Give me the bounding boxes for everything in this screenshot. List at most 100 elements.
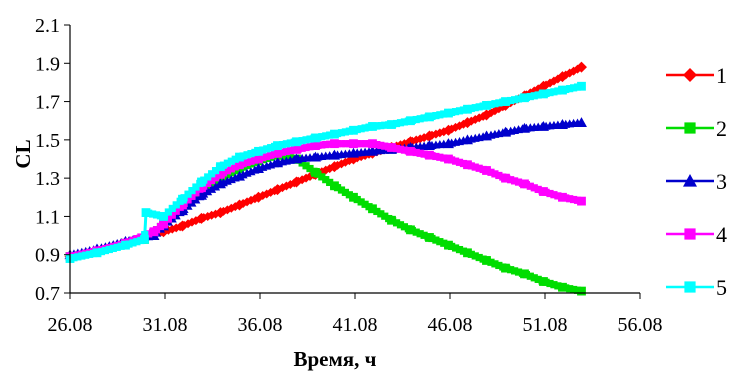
data-point	[278, 140, 287, 149]
data-point	[455, 158, 464, 166]
legend-label: 1	[716, 63, 727, 88]
data-point	[570, 285, 578, 294]
data-point	[416, 115, 424, 123]
data-point	[495, 99, 503, 107]
legend-label: 2	[716, 116, 727, 141]
data-point	[514, 95, 523, 103]
data-point	[318, 141, 326, 149]
data-point	[208, 170, 216, 178]
data-point	[487, 100, 495, 109]
data-point	[243, 151, 251, 159]
data-point	[436, 111, 444, 119]
data-point-key	[235, 160, 244, 170]
data-point-key	[463, 248, 472, 258]
data-point	[471, 104, 479, 112]
data-point	[475, 103, 483, 111]
legend-marker	[683, 174, 697, 187]
data-point-key	[387, 143, 396, 152]
x-tick-label: 41.08	[333, 314, 378, 336]
data-point	[361, 200, 369, 208]
data-point	[546, 279, 554, 288]
data-point-key	[366, 145, 378, 156]
data-point	[278, 148, 287, 156]
data-point	[420, 231, 428, 239]
data-point-key	[121, 240, 130, 250]
data-point	[341, 128, 350, 136]
data-point-key	[520, 269, 529, 279]
legend-item-4: 4	[666, 222, 727, 247]
data-point-key	[330, 181, 339, 191]
data-point	[302, 143, 310, 152]
data-point	[530, 92, 538, 100]
data-point	[172, 207, 180, 215]
data-point	[337, 129, 346, 137]
data-point	[322, 140, 330, 149]
data-point-key	[330, 139, 339, 149]
legend-marker	[683, 68, 697, 82]
data-point	[373, 122, 381, 130]
data-point	[306, 143, 314, 151]
axes: 0.7 0.9 1.1 1.3 1.5 1.7 1.9 2.1 26.08 31.08 36.08 4…	[35, 15, 663, 336]
data-point-key	[368, 139, 377, 149]
data-point-key	[349, 139, 358, 149]
data-point-key	[501, 263, 510, 273]
data-point	[133, 238, 141, 246]
data-point	[550, 281, 558, 289]
data-point	[129, 239, 137, 247]
data-point	[507, 96, 515, 105]
data-point-key	[216, 169, 225, 179]
data-point	[208, 176, 216, 185]
data-point	[322, 132, 330, 140]
data-point	[495, 261, 503, 270]
data-point	[570, 84, 578, 92]
data-point-key	[254, 154, 263, 164]
data-point	[440, 154, 448, 162]
legend-item-3: 3	[666, 169, 727, 194]
data-point-key	[328, 161, 340, 173]
data-point	[227, 169, 235, 177]
data-point	[278, 152, 287, 160]
data-point	[381, 212, 389, 220]
data-point-key	[423, 140, 435, 150]
data-point	[412, 115, 420, 124]
data-point	[326, 140, 334, 148]
data-point	[487, 258, 495, 266]
y-axis-title: CL	[11, 139, 35, 168]
data-point	[211, 167, 220, 175]
data-point	[337, 186, 346, 194]
data-point-key	[252, 163, 264, 173]
data-point-key	[254, 146, 263, 156]
data-point-key	[518, 122, 530, 133]
data-point	[381, 121, 389, 129]
data-point	[172, 201, 180, 209]
data-point	[566, 285, 574, 293]
data-point	[145, 230, 153, 238]
data-point-key	[387, 120, 396, 129]
data-point-key	[290, 176, 302, 188]
data-point	[420, 150, 428, 158]
data-point-key	[311, 133, 320, 143]
y-tick-label: 0.9	[35, 245, 60, 267]
data-point	[396, 119, 405, 127]
data-point-key	[349, 125, 358, 135]
data-point-key	[149, 227, 159, 237]
data-point-key	[197, 177, 206, 187]
data-point-key	[425, 112, 434, 122]
data-point	[184, 196, 192, 204]
data-point	[487, 168, 495, 176]
data-point-key	[195, 212, 207, 224]
data-point	[192, 183, 200, 191]
data-point	[247, 150, 255, 158]
data-point	[566, 85, 574, 93]
data-point-key	[575, 117, 587, 128]
series-5	[65, 81, 586, 263]
data-point	[105, 245, 113, 254]
data-point	[440, 110, 448, 118]
data-point-key	[176, 220, 188, 232]
data-point	[109, 244, 117, 253]
data-point	[361, 124, 369, 132]
data-point-key	[480, 130, 492, 141]
data-point	[267, 144, 275, 152]
data-point	[377, 210, 385, 218]
series-line	[69, 65, 583, 259]
